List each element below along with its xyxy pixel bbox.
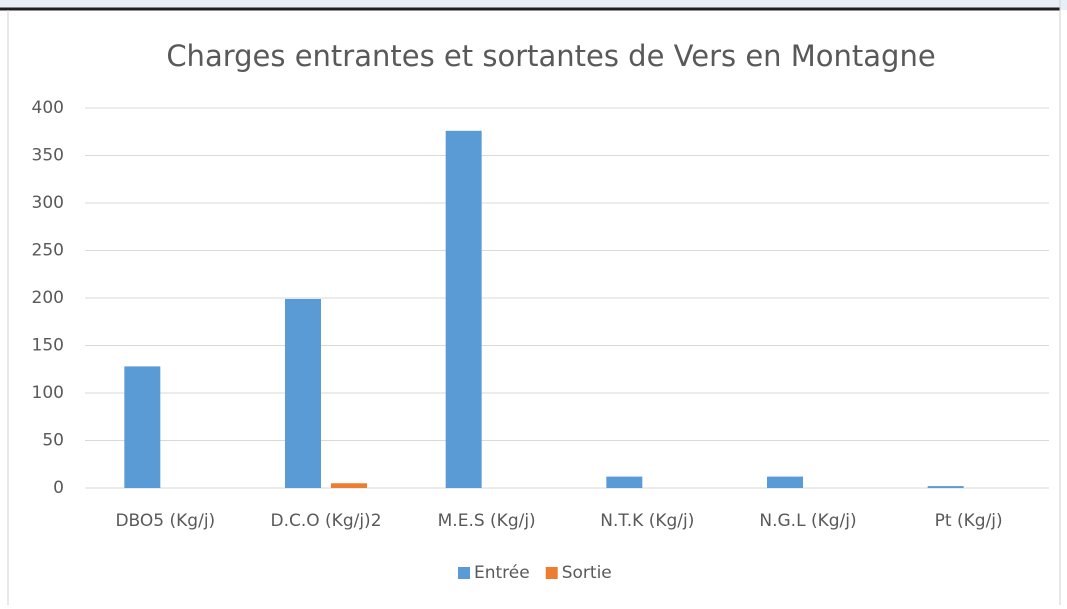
x-tick-label: Pt (Kg/j) bbox=[935, 511, 1003, 531]
bar bbox=[124, 366, 161, 488]
x-tick-label: N.T.K (Kg/j) bbox=[600, 511, 694, 531]
x-tick-label: N.G.L (Kg/j) bbox=[759, 511, 856, 531]
y-tick-label: 50 bbox=[42, 431, 64, 451]
y-tick-label: 100 bbox=[32, 383, 64, 403]
y-tick-label: 200 bbox=[32, 288, 64, 308]
y-tick-label: 150 bbox=[32, 336, 64, 356]
y-tick-label: 350 bbox=[32, 146, 64, 166]
bar bbox=[767, 476, 803, 488]
y-tick-label: 250 bbox=[32, 241, 64, 261]
chart-title: Charges entrantes et sortantes de Vers e… bbox=[166, 39, 935, 73]
legend-swatch bbox=[545, 567, 558, 579]
bar bbox=[331, 483, 367, 488]
y-tick-label: 400 bbox=[32, 98, 64, 118]
x-tick-label: DBO5 (Kg/j) bbox=[115, 511, 215, 531]
bar bbox=[445, 130, 482, 489]
sheet-strip bbox=[0, 0, 1067, 10]
bar bbox=[927, 486, 964, 488]
bar bbox=[606, 476, 643, 488]
legend-label: Entrée bbox=[474, 563, 530, 583]
y-tick-label: 0 bbox=[53, 478, 64, 498]
y-tick-label: 300 bbox=[32, 193, 64, 213]
bar bbox=[285, 298, 321, 488]
legend-swatch bbox=[458, 567, 470, 579]
x-tick-label: M.E.S (Kg/j) bbox=[438, 511, 536, 531]
x-tick-label: D.C.O (Kg/j)2 bbox=[270, 511, 381, 531]
legend-label: Sortie bbox=[562, 563, 612, 583]
